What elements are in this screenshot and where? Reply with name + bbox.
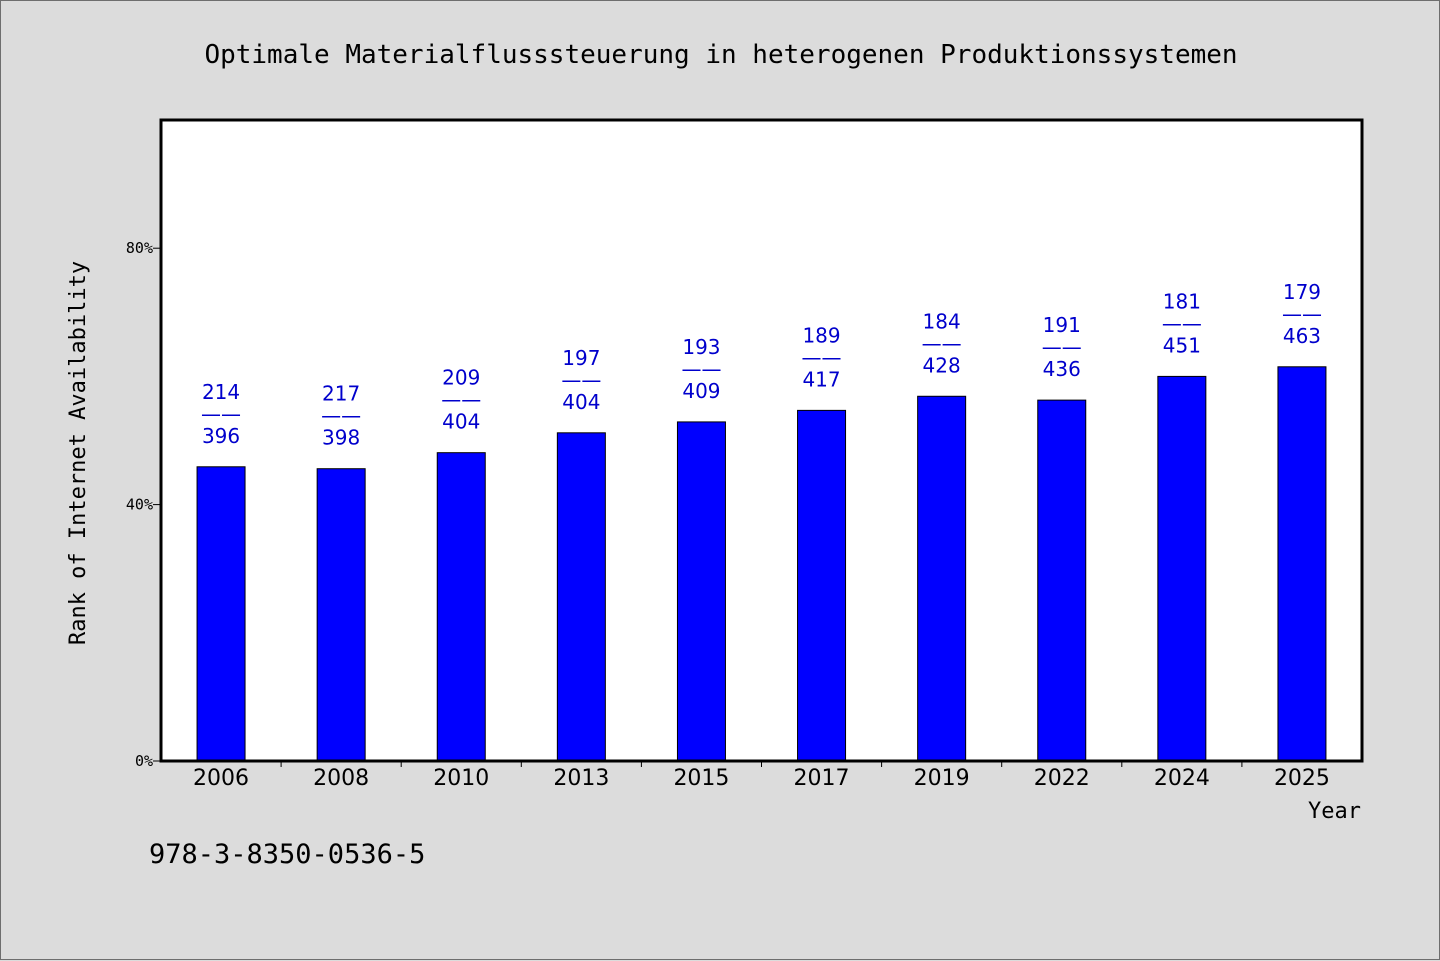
isbn-footer: 978-3-8350-0536-5 — [149, 839, 425, 870]
bar-2006 — [196, 466, 246, 762]
y-tick-label: 40% — [126, 496, 153, 514]
data-label-top-2022: 191 — [1043, 313, 1081, 337]
data-label-separator-2006: —— — [201, 402, 241, 426]
data-label-bottom-2010: 404 — [442, 410, 480, 434]
x-tick-label-2019: 2019 — [914, 766, 970, 791]
data-label-top-2006: 214 — [202, 380, 240, 404]
bar-2022 — [1037, 399, 1087, 762]
data-label-bottom-2024: 451 — [1163, 333, 1201, 357]
data-label-separator-2019: —— — [922, 331, 962, 355]
bar-2019 — [917, 395, 967, 762]
data-label-top-2015: 193 — [682, 335, 720, 359]
data-label-top-2008: 217 — [322, 382, 360, 406]
data-label-separator-2022: —— — [1042, 335, 1082, 359]
bar-2010 — [436, 452, 486, 762]
data-label-separator-2015: —— — [681, 357, 721, 381]
x-tick-label-2015: 2015 — [673, 766, 729, 791]
data-label-separator-2024: —— — [1162, 311, 1202, 335]
data-label-separator-2025: —— — [1282, 302, 1322, 326]
data-label-separator-2013: —— — [561, 368, 601, 392]
x-tick-label-2008: 2008 — [313, 766, 369, 791]
data-label-separator-2008: —— — [321, 404, 361, 428]
data-label-bottom-2015: 409 — [682, 379, 720, 403]
bar-2015 — [676, 421, 726, 762]
x-tick-label-2010: 2010 — [433, 766, 489, 791]
data-label-top-2025: 179 — [1283, 280, 1321, 304]
data-label-bottom-2025: 463 — [1283, 324, 1321, 348]
data-label-bottom-2013: 404 — [562, 390, 600, 414]
bar-2017 — [797, 409, 847, 762]
data-label-separator-2017: —— — [802, 345, 842, 369]
x-tick-label-2024: 2024 — [1154, 766, 1210, 791]
data-label-top-2024: 181 — [1163, 289, 1201, 313]
y-axis-label: Rank of Internet Availability — [66, 261, 91, 645]
bar-2025 — [1277, 366, 1327, 762]
x-axis-label: Year — [1308, 799, 1361, 824]
y-tick-label: 80% — [126, 239, 153, 257]
data-label-top-2017: 189 — [802, 323, 840, 347]
data-label-bottom-2017: 417 — [802, 367, 840, 391]
bars-layer — [196, 366, 1327, 762]
plot-border — [159, 118, 1364, 763]
x-axis-ticks: 2006 2008 2010 2013 2015 2017 2019 2022 2024 2025 — [193, 761, 1330, 791]
bar-2024 — [1157, 375, 1207, 762]
data-label-top-2019: 184 — [923, 309, 961, 333]
x-tick-label-2025: 2025 — [1274, 766, 1330, 791]
data-label-bottom-2019: 428 — [923, 353, 961, 377]
data-label-bottom-2008: 398 — [322, 426, 360, 450]
chart-title: Optimale Materialflusssteuerung in heter… — [204, 40, 1237, 70]
data-label-bottom-2022: 436 — [1043, 357, 1081, 381]
data-label-bottom-2006: 396 — [202, 424, 240, 448]
bar-2008 — [316, 468, 366, 762]
data-label-top-2013: 197 — [562, 346, 600, 370]
x-tick-label-2022: 2022 — [1034, 766, 1090, 791]
x-tick-label-2017: 2017 — [794, 766, 850, 791]
data-label-top-2010: 209 — [442, 366, 480, 390]
y-tick-label: 0% — [135, 752, 153, 770]
data-label-separator-2010: —— — [441, 388, 481, 412]
x-tick-label-2006: 2006 — [193, 766, 249, 791]
data-labels-layer: 214——396217——398209——404197——404193——409… — [201, 280, 1322, 450]
x-tick-label-2013: 2013 — [553, 766, 609, 791]
y-axis-ticks: 0% 40% 80% — [126, 239, 161, 770]
bar-2013 — [556, 432, 606, 762]
